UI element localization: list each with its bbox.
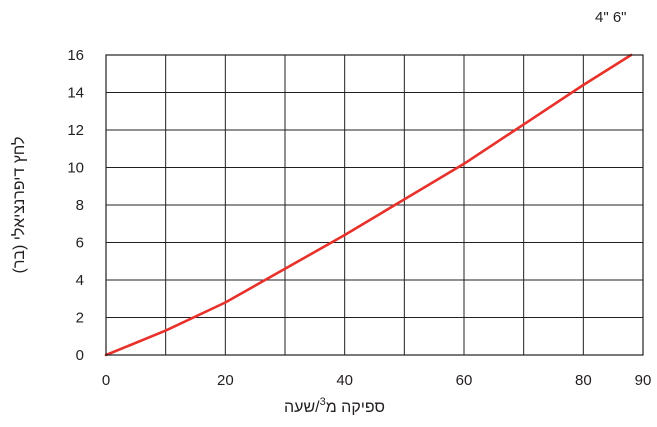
x-axis-title-exponent: 3: [320, 396, 326, 408]
x-axis-title: ספיקה מ3/שעה: [284, 396, 385, 416]
x-axis-title-unit-prefix: ספיקה מ: [326, 399, 385, 416]
x-axis-title-per-hour: /שעה: [284, 399, 320, 416]
y-tick-label: 14: [67, 85, 84, 102]
x-tick-label: 40: [336, 372, 353, 389]
tick-labels: 0 20 40 60 80 90 0 2 4 6 8 10 12 14 16: [67, 47, 651, 389]
y-tick-label: 10: [67, 160, 84, 177]
y-tick-label: 2: [76, 310, 84, 327]
y-axis-title: לחץ דיפרנציאלי (בר): [10, 137, 28, 274]
y-tick-label: 4: [76, 272, 84, 289]
x-tick-label: 80: [575, 372, 592, 389]
y-tick-label: 0: [76, 347, 84, 364]
x-tick-label: 20: [217, 372, 234, 389]
y-tick-label: 8: [76, 197, 84, 214]
y-tick-label: 16: [67, 47, 84, 64]
plot-frame: [105, 54, 644, 356]
x-tick-label: 0: [102, 372, 110, 389]
grid: [106, 55, 643, 355]
x-tick-label: 60: [456, 372, 473, 389]
x-tick-label: 90: [635, 372, 652, 389]
series-line: [104, 53, 633, 357]
plot-border: [105, 54, 644, 356]
y-tick-label: 12: [67, 122, 84, 139]
y-tick-label: 6: [76, 235, 84, 252]
series-layer: [104, 53, 633, 357]
size-label: 4" 6": [595, 9, 627, 26]
